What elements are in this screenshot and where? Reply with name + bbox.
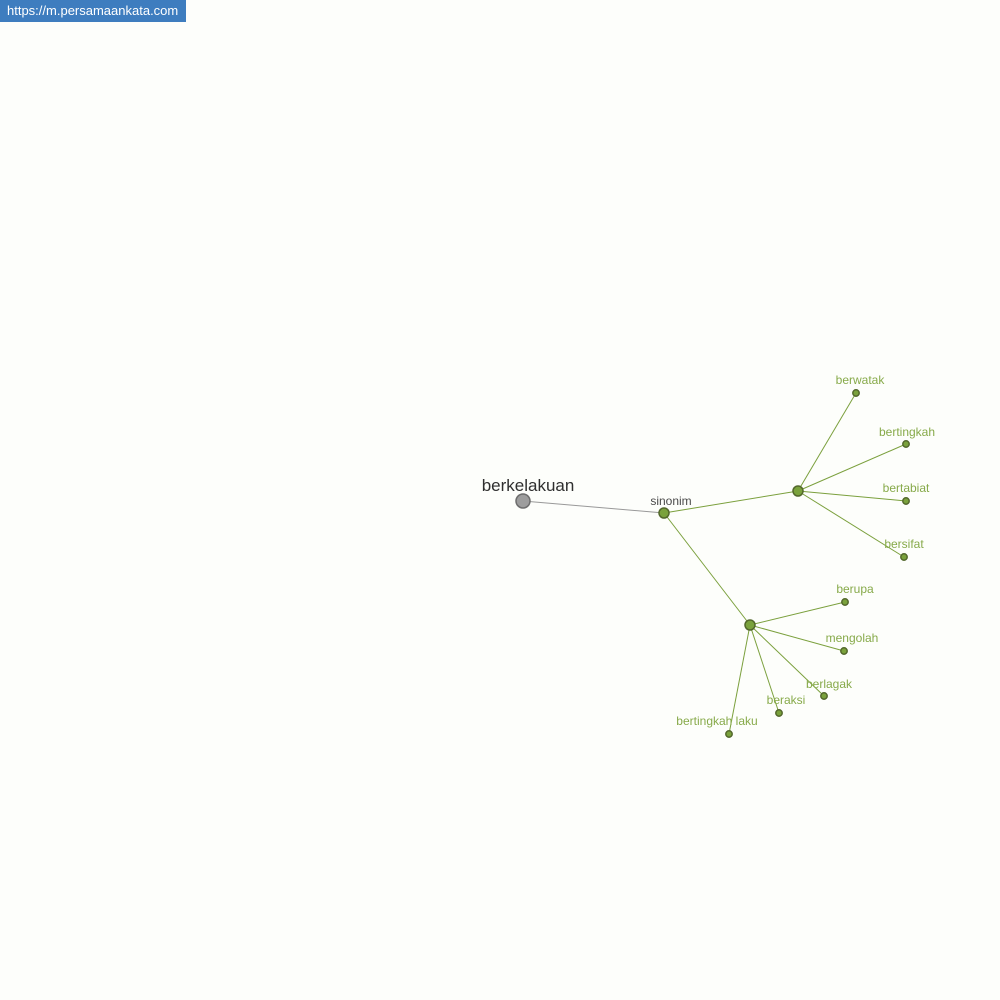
edge-hub_top-bertingkah <box>797 443 907 492</box>
node-berkelakuan[interactable] <box>515 493 531 509</box>
label-mengolah[interactable]: mengolah <box>826 631 879 645</box>
edge-hub_top-bersifat <box>797 490 905 558</box>
edge-sinonim-hub_bottom <box>663 512 751 626</box>
node-sinonim[interactable] <box>658 507 670 519</box>
label-sinonim: sinonim <box>650 494 691 508</box>
edge-sinonim-hub_top <box>663 490 799 514</box>
label-bertabiat[interactable]: bertabiat <box>883 481 930 495</box>
label-berkelakuan: berkelakuan <box>482 476 575 495</box>
node-berwatak[interactable] <box>852 389 860 397</box>
label-berlagak[interactable]: berlagak <box>806 677 853 691</box>
label-bertingkah[interactable]: bertingkah <box>879 425 935 439</box>
edge-hub_bottom-berlagak <box>749 624 825 697</box>
node-bersifat[interactable] <box>900 553 908 561</box>
url-badge: https://m.persamaankata.com <box>0 0 187 22</box>
node-berupa[interactable] <box>841 598 849 606</box>
label-beraksi[interactable]: beraksi <box>767 693 806 707</box>
node-bertabiat[interactable] <box>902 497 910 505</box>
edge-hub_bottom-berupa <box>749 601 846 626</box>
node-bertingkah[interactable] <box>902 440 910 448</box>
label-berwatak[interactable]: berwatak <box>836 373 886 387</box>
edge-hub_top-bertabiat <box>797 490 907 502</box>
label-bersifat[interactable]: bersifat <box>884 537 924 551</box>
edge-hub_bottom-mengolah <box>749 624 845 652</box>
node-mengolah[interactable] <box>840 647 848 655</box>
node-hub_bottom[interactable] <box>744 619 756 631</box>
node-berlagak[interactable] <box>820 692 828 700</box>
edge-hub_top-berwatak <box>797 392 857 492</box>
edge-berkelakuan-sinonim <box>522 500 665 514</box>
edge-hub_bottom-beraksi <box>749 624 780 714</box>
node-hub_top[interactable] <box>792 485 804 497</box>
node-bertingkah_laku[interactable] <box>725 730 733 738</box>
label-berupa[interactable]: berupa <box>836 582 874 596</box>
label-bertingkah_laku[interactable]: bertingkah laku <box>676 714 757 728</box>
edge-hub_bottom-bertingkah_laku <box>728 624 751 735</box>
node-beraksi[interactable] <box>775 709 783 717</box>
